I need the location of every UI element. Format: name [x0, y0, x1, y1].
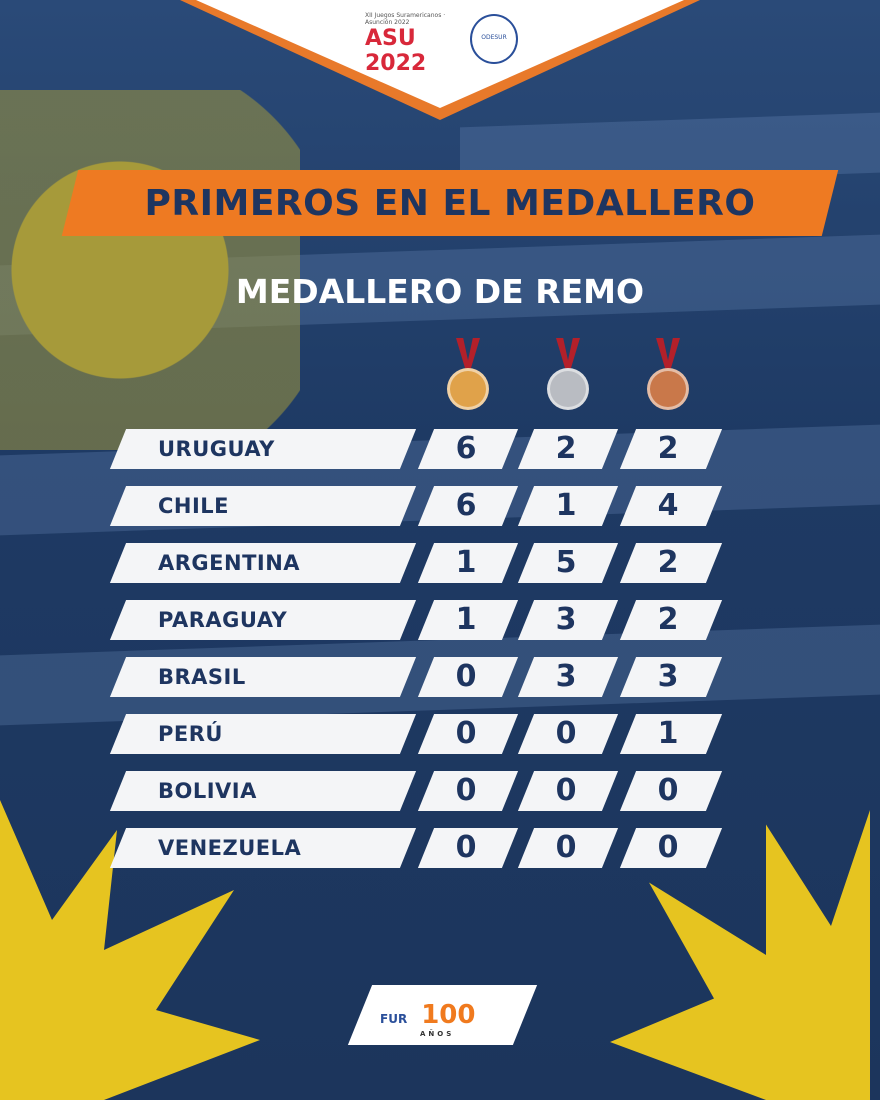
gold-count: 0 — [455, 773, 477, 808]
table-row: BOLIVIA 0 0 0 — [0, 771, 740, 811]
gold-count: 6 — [455, 431, 477, 466]
silver-count: 0 — [555, 830, 577, 865]
country-name: URUGUAY — [158, 437, 275, 461]
gold-medal-icon — [446, 338, 490, 412]
silver-count: 0 — [555, 716, 577, 751]
silver-count: 0 — [555, 773, 577, 808]
odesur-logo: ODESUR — [470, 14, 518, 64]
table-row: VENEZUELA 0 0 0 — [0, 828, 740, 868]
gold-count: 0 — [455, 716, 477, 751]
table-row: CHILE 6 1 4 — [0, 486, 740, 526]
silver-count: 3 — [555, 602, 577, 637]
silver-count: 1 — [555, 488, 577, 523]
table-row: BRASIL 0 3 3 — [0, 657, 740, 697]
silver-medal-icon — [546, 338, 590, 412]
country-name: PERÚ — [158, 722, 223, 746]
bronze-count: 3 — [657, 659, 679, 694]
logo-text: ASU 2022 — [365, 26, 427, 76]
bronze-count: 4 — [657, 488, 679, 523]
country-name: CHILE — [158, 494, 230, 518]
bronze-count: 2 — [657, 602, 679, 637]
silver-count: 2 — [555, 431, 577, 466]
odesur-text: ODESUR — [481, 34, 507, 41]
logo-sub: XII Juegos Suramericanos · Asunción 2022 — [365, 12, 446, 26]
fur-logo-text: FUR — [380, 1012, 408, 1026]
bronze-count: 2 — [657, 431, 679, 466]
silver-count: 3 — [555, 659, 577, 694]
country-name: PARAGUAY — [158, 608, 288, 632]
bronze-count: 2 — [657, 545, 679, 580]
bronze-count: 0 — [657, 830, 679, 865]
fur-100-logo: FUR 100 AÑOS — [380, 1000, 510, 1038]
table-row: ARGENTINA 1 5 2 — [0, 543, 740, 583]
country-name: BOLIVIA — [158, 779, 257, 803]
gold-count: 1 — [455, 602, 477, 637]
country-name: VENEZUELA — [158, 836, 302, 860]
uruguay-sun-icon — [0, 90, 300, 450]
bronze-count: 1 — [657, 716, 679, 751]
table-row: PERÚ 0 0 1 — [0, 714, 740, 754]
country-name: BRASIL — [158, 665, 246, 689]
gold-count: 0 — [455, 659, 477, 694]
bronze-count: 0 — [657, 773, 679, 808]
100-logo-text: 100 — [421, 1000, 476, 1030]
asu-2022-logo: XII Juegos Suramericanos · Asunción 2022… — [365, 12, 465, 76]
anos-text: AÑOS — [420, 1030, 455, 1038]
subtitle: MEDALLERO DE REMO — [235, 272, 645, 311]
page-title: PRIMEROS EN EL MEDALLERO — [144, 182, 756, 224]
table-row: URUGUAY 6 2 2 — [0, 429, 740, 469]
gold-count: 1 — [455, 545, 477, 580]
silver-count: 5 — [555, 545, 577, 580]
country-name: ARGENTINA — [158, 551, 301, 575]
bronze-medal-icon — [646, 338, 690, 412]
gold-count: 6 — [455, 488, 477, 523]
gold-count: 0 — [455, 830, 477, 865]
table-row: PARAGUAY 1 3 2 — [0, 600, 740, 640]
